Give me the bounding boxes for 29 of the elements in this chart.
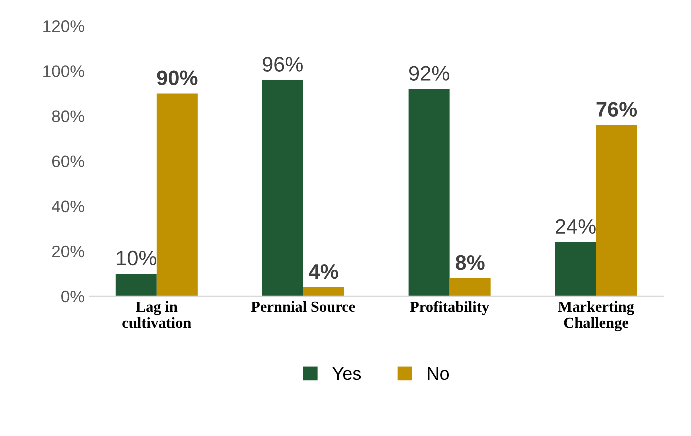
- data-label: 10%: [117, 250, 157, 266]
- bar: [408, 89, 450, 296]
- bar: [262, 80, 304, 296]
- y-tick-label: 60%: [52, 156, 84, 168]
- bar: [555, 242, 596, 296]
- x-tick-label: Lag in cultivation: [122, 301, 192, 328]
- y-tick-label: 40%: [52, 200, 84, 213]
- y-tick-label: 80%: [52, 110, 84, 122]
- data-label: 4%: [309, 264, 338, 280]
- data-label: 24%: [556, 219, 596, 234]
- bar: [596, 125, 638, 296]
- bar: [116, 274, 157, 296]
- data-label: 90%: [157, 70, 198, 86]
- y-tick-label: 100%: [44, 66, 84, 78]
- data-label: 8%: [456, 255, 485, 270]
- bar: [303, 287, 344, 296]
- data-label: 96%: [262, 57, 303, 72]
- x-tick-label: Pernnial Source: [251, 301, 356, 312]
- x-tick-label: Profitability: [410, 301, 490, 316]
- data-label: 76%: [596, 102, 638, 117]
- bar: [450, 278, 491, 296]
- y-tick-label: 0%: [62, 290, 84, 303]
- data-label: 92%: [409, 66, 450, 81]
- legend-label: Yes: [332, 368, 362, 380]
- y-tick-label: 20%: [52, 246, 84, 258]
- bar: [156, 94, 198, 296]
- legend-label: No: [428, 368, 450, 380]
- x-tick-label: Markerting Challenge: [558, 301, 634, 332]
- y-tick-label: 120%: [44, 20, 84, 32]
